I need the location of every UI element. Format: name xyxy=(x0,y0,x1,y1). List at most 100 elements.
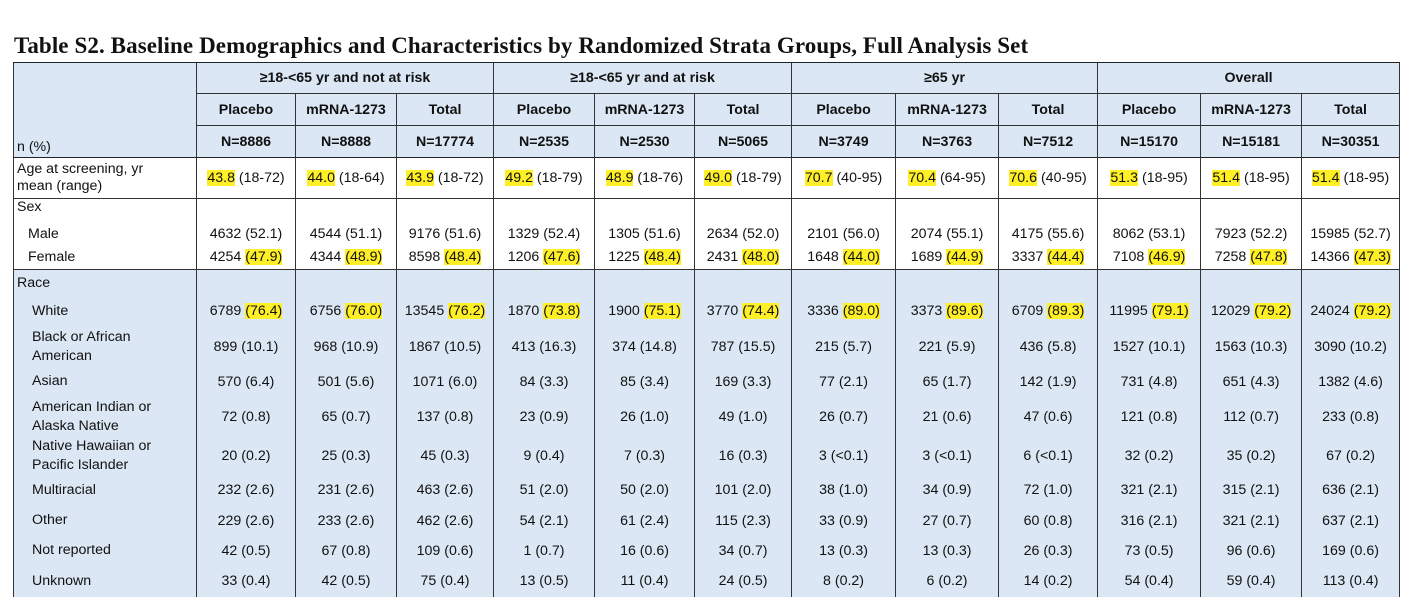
race-cell: 13 (0.5) xyxy=(493,565,596,597)
age-range: (18-76) xyxy=(633,170,684,186)
race-cell: 54 (0.4) xyxy=(1097,565,1202,597)
race-cell: 1 (0.7) xyxy=(493,535,596,566)
race-cell: 233 (0.8) xyxy=(1301,396,1401,437)
female-percent: (46.9) xyxy=(1148,249,1186,266)
race-cell: 413 (16.3) xyxy=(493,326,596,367)
n-header: N=2530 xyxy=(594,125,696,158)
age-section: Age at screening, yr mean (range) 43.8 (… xyxy=(13,157,1401,199)
race-label-line1: Multiracial xyxy=(32,481,96,498)
race-cell: 6 (<0.1) xyxy=(998,436,1099,475)
table-row: Unknown 33 (0.4) 42 (0.5) 75 (0.4) 13 (0.5) 1… xyxy=(13,565,1401,597)
race-cell: 233 (2.6) xyxy=(295,505,397,536)
race-cell: 45 (0.3) xyxy=(395,436,495,475)
age-range: (40-95) xyxy=(1037,170,1087,186)
white-cell: 1870 (73.8) xyxy=(493,295,596,327)
white-cell: 6709 (89.3) xyxy=(998,295,1099,327)
female-count: 1206 xyxy=(507,249,540,266)
race-cell: 72 (1.0) xyxy=(998,474,1099,506)
n-header: N=15170 xyxy=(1097,125,1202,158)
race-cell: 651 (4.3) xyxy=(1200,366,1303,397)
male-cell: 2074 (55.1) xyxy=(895,222,1000,246)
female-count: 1689 xyxy=(910,249,943,266)
female-percent: (47.3) xyxy=(1353,249,1391,266)
race-cell: 232 (2.6) xyxy=(196,474,296,506)
table-row: Not reported 42 (0.5) 67 (0.8) 109 (0.6) 1 (… xyxy=(13,535,1401,566)
arm-header: mRNA-1273 xyxy=(895,93,1000,126)
race-cell: 112 (0.7) xyxy=(1200,396,1303,437)
race-cell: 3090 (10.2) xyxy=(1301,326,1401,367)
female-percent: (48.4) xyxy=(444,249,482,266)
race-cell: 315 (2.1) xyxy=(1200,474,1303,506)
race-cell: 13 (0.3) xyxy=(895,535,1000,566)
race-cell: 215 (5.7) xyxy=(791,326,897,367)
white-percent: (76.0) xyxy=(345,303,383,319)
female-cell: 1225 (48.4) xyxy=(594,245,696,270)
female-percent: (44.9) xyxy=(946,249,984,266)
age-range: (40-95) xyxy=(832,170,883,186)
race-cell: 321 (2.1) xyxy=(1200,505,1303,536)
race-cell: 316 (2.1) xyxy=(1097,505,1202,536)
white-count: 6756 xyxy=(309,303,342,319)
race-label-line1: Unknown xyxy=(32,572,92,589)
table-row: Multiracial 232 (2.6) 231 (2.6) 463 (2.6) 51… xyxy=(13,474,1401,506)
age-range: (18-79) xyxy=(732,170,782,186)
white-percent: (79.1) xyxy=(1151,303,1189,319)
age-cell: 48.9 (18-76) xyxy=(594,157,696,199)
age-range: (18-72) xyxy=(234,170,285,186)
race-cell: 16 (0.3) xyxy=(694,436,793,475)
race-cell: 33 (0.9) xyxy=(791,505,897,536)
female-count: 14366 xyxy=(1310,249,1350,266)
male-cell: 7923 (52.2) xyxy=(1200,222,1303,246)
arm-header: Placebo xyxy=(791,93,897,126)
race-cell: 21 (0.6) xyxy=(895,396,1000,437)
age-range: (18-72) xyxy=(433,170,484,186)
group-header: ≥65 yr xyxy=(791,62,1099,94)
race-cell: 34 (0.7) xyxy=(694,535,793,566)
white-count: 12029 xyxy=(1210,303,1251,319)
table-title: Table S2. Baseline Demographics and Char… xyxy=(14,33,1029,58)
arm-header: Total xyxy=(1301,93,1401,126)
race-cell: 1867 (10.5) xyxy=(395,326,495,367)
female-count: 1648 xyxy=(807,249,839,266)
sex-label: Sex xyxy=(13,198,197,223)
race-label-line1: Black or African xyxy=(32,328,131,345)
age-range: (18-79) xyxy=(532,170,583,186)
age-cell: 51.4 (18-95) xyxy=(1200,157,1303,199)
arm-row: Placebo mRNA-1273 Total Placebo mRNA-1273 Tot… xyxy=(14,93,1401,126)
race-cell: 42 (0.5) xyxy=(196,535,296,566)
age-cell: 44.0 (18-64) xyxy=(295,157,397,199)
race-label-line1: Other xyxy=(32,512,68,528)
race-cell: 169 (3.3) xyxy=(694,366,793,397)
white-cell: 13545 (76.2) xyxy=(395,295,495,327)
age-cell: 70.4 (64-95) xyxy=(895,157,1000,199)
table-row: Black or African American 899 (10.1) 968 (1… xyxy=(13,326,1401,367)
white-percent: (76.2) xyxy=(448,303,486,319)
race-cell: 27 (0.7) xyxy=(895,505,1000,536)
age-mean: 49.0 xyxy=(704,170,732,186)
age-mean: 43.9 xyxy=(406,170,434,186)
race-cell: 47 (0.6) xyxy=(998,396,1099,437)
n-header: N=15181 xyxy=(1200,125,1303,158)
male-cell: 1305 (51.6) xyxy=(594,222,696,246)
age-cell: 51.4 (18-95) xyxy=(1301,157,1401,199)
female-cell: 3337 (44.4) xyxy=(998,245,1099,270)
female-percent: (48.9) xyxy=(345,249,383,266)
race-row-label: Asian xyxy=(13,366,197,397)
race-cell: 60 (0.8) xyxy=(998,505,1099,536)
race-cell: 636 (2.1) xyxy=(1301,474,1401,506)
race-label-line1: Native Hawaiian or xyxy=(32,437,152,454)
age-mean: 48.9 xyxy=(605,170,634,186)
race-cell: 49 (1.0) xyxy=(694,396,793,437)
female-label: Female xyxy=(13,245,197,270)
female-cell: 1689 (44.9) xyxy=(895,245,1000,270)
race-cell: 229 (2.6) xyxy=(196,505,296,536)
race-cell: 85 (3.4) xyxy=(594,366,696,397)
white-cell: 12029 (79.2) xyxy=(1200,295,1303,327)
race-cell: 1563 (10.3) xyxy=(1200,326,1303,367)
race-cell: 38 (1.0) xyxy=(791,474,897,506)
age-range: (18-95) xyxy=(1339,170,1390,186)
race-row-label: American Indian or Alaska Native xyxy=(13,396,197,437)
race-cell: 13 (0.3) xyxy=(791,535,897,566)
race-cell: 67 (0.8) xyxy=(295,535,397,566)
table-row: Asian 570 (6.4) 501 (5.6) 1071 (6.0) 84 (3.3… xyxy=(13,366,1401,397)
